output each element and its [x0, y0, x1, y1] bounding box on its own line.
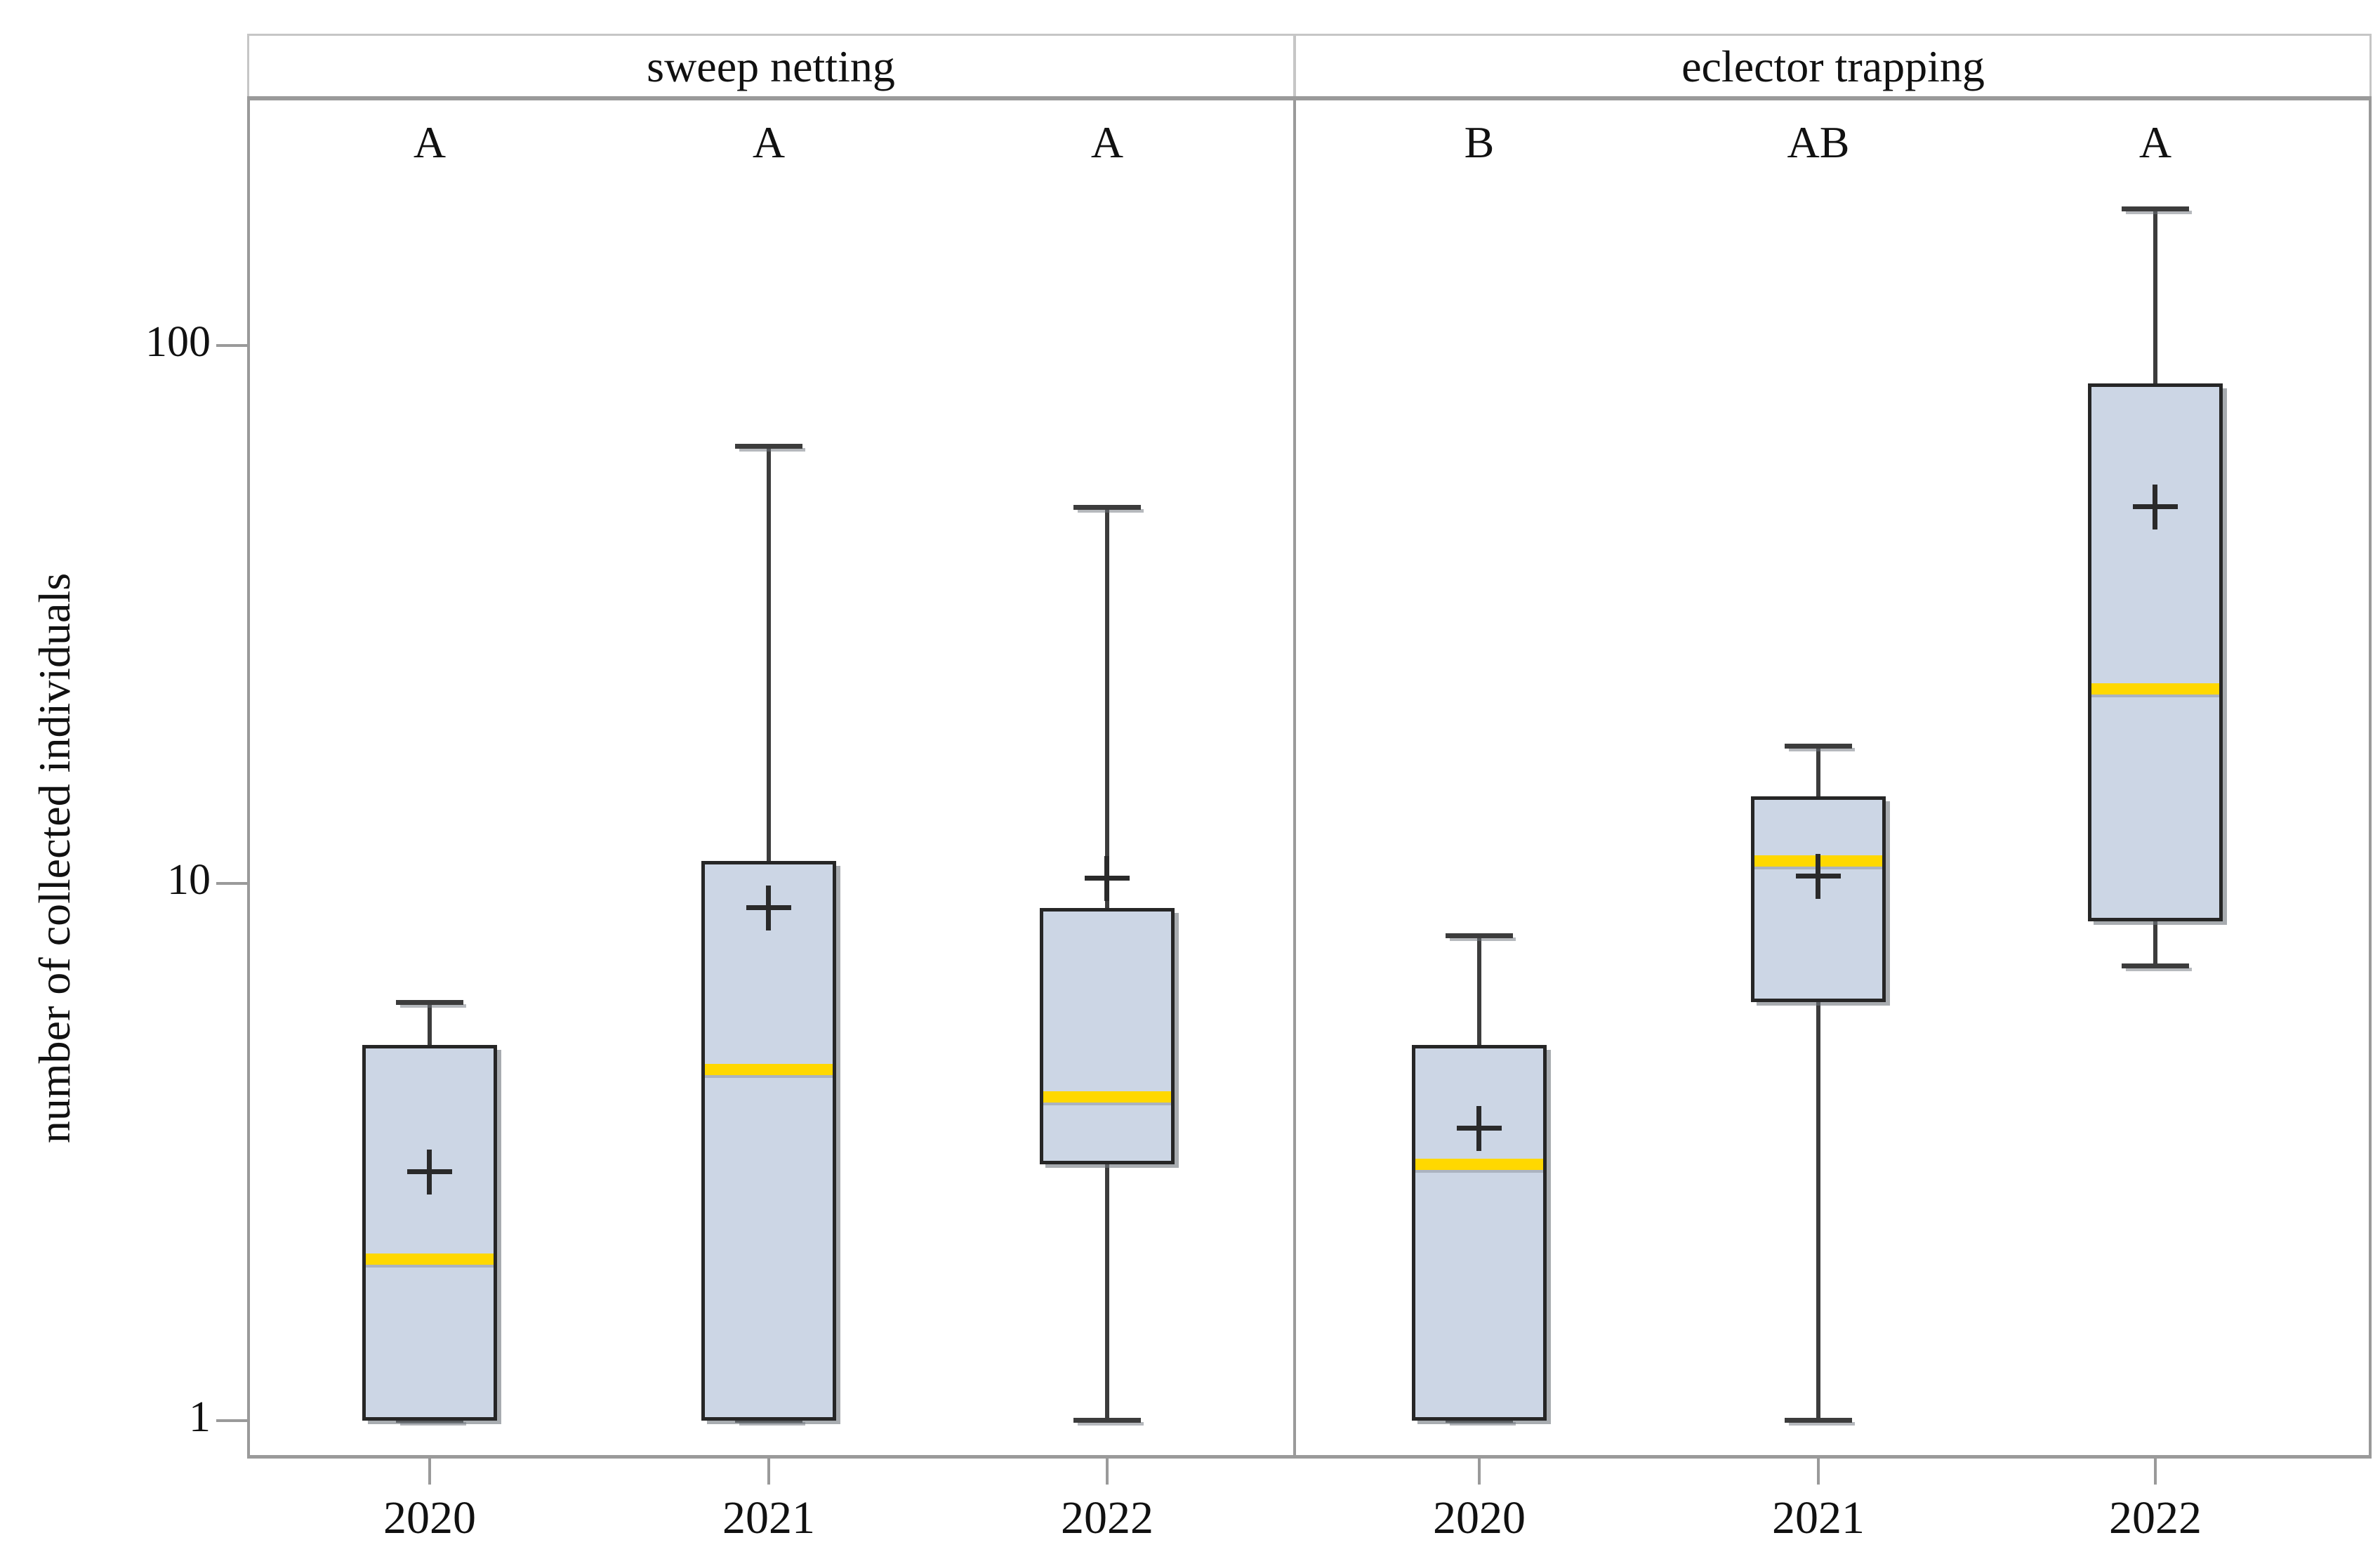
y-tick-mark — [216, 1419, 247, 1422]
mean-marker — [1104, 855, 1109, 901]
y-tick-mark — [216, 344, 247, 347]
panel-divider-header — [1293, 34, 1296, 100]
x-tick-mark — [2154, 1458, 2157, 1485]
x-axis-year-label: 2020 — [383, 1492, 476, 1544]
upper-whisker-cap — [1785, 744, 1852, 749]
upper-whisker-line — [2153, 208, 2157, 384]
x-axis-year-label: 2022 — [1061, 1492, 1153, 1544]
median-line — [366, 1253, 494, 1265]
significance-letter: AB — [1787, 117, 1850, 167]
upper-whisker-line — [428, 1002, 432, 1045]
iqr-box — [2088, 383, 2223, 921]
mean-marker — [1816, 853, 1820, 899]
y-tick-label: 100 — [145, 318, 211, 366]
x-axis-year-label: 2021 — [1772, 1492, 1865, 1544]
y-axis-title: number of collected individuals — [29, 572, 79, 1144]
lower-whisker-line — [1105, 1164, 1109, 1421]
upper-whisker-cap — [1446, 933, 1513, 938]
lower-whisker-cap — [1785, 1418, 1852, 1423]
upper-whisker-cap — [2122, 206, 2189, 211]
mean-marker — [427, 1150, 432, 1195]
plot-header-right-border — [2369, 34, 2372, 100]
upper-whisker-cap — [1073, 505, 1141, 511]
significance-letter: A — [1090, 117, 1124, 167]
header-bottom-border — [247, 96, 2372, 100]
plot-header-top-border — [247, 34, 2372, 36]
upper-whisker-line — [1477, 935, 1481, 1045]
iqr-box — [1412, 1044, 1547, 1421]
plot-right-border — [2369, 100, 2372, 1458]
iqr-box — [701, 860, 836, 1421]
median-line — [1415, 1158, 1543, 1170]
x-axis-year-label: 2020 — [1433, 1492, 1526, 1544]
y-tick-label: 1 — [189, 1393, 211, 1441]
y-tick-label: 10 — [167, 855, 211, 904]
upper-whisker-cap — [396, 1000, 463, 1006]
mean-marker — [766, 885, 771, 930]
x-tick-mark — [1817, 1458, 1820, 1485]
significance-letter: A — [413, 117, 447, 167]
y-tick-mark — [216, 881, 247, 885]
significance-letter: A — [752, 117, 786, 167]
mean-marker — [1476, 1105, 1481, 1151]
upper-whisker-cap — [735, 444, 802, 449]
median-line — [1043, 1091, 1171, 1103]
x-axis-year-label: 2022 — [2109, 1492, 2202, 1544]
significance-letter: A — [2138, 117, 2172, 167]
iqr-box — [1040, 907, 1175, 1164]
upper-whisker-line — [767, 446, 771, 861]
panel-header-sweep-netting: sweep netting — [647, 41, 895, 91]
upper-whisker-line — [1816, 746, 1820, 796]
lower-whisker-line — [2153, 921, 2157, 967]
median-line — [705, 1063, 833, 1075]
iqr-box — [1751, 796, 1886, 1003]
mean-marker — [2153, 485, 2157, 530]
x-axis-year-label: 2021 — [722, 1492, 815, 1544]
lower-whisker-line — [1816, 1002, 1820, 1421]
x-tick-mark — [1478, 1458, 1481, 1485]
x-tick-mark — [1106, 1458, 1109, 1485]
median-line — [2091, 683, 2219, 695]
significance-letter: B — [1464, 117, 1495, 167]
panel-header-eclector-trapping: eclector trapping — [1681, 41, 1985, 91]
plot-bottom-border — [247, 1455, 2372, 1459]
x-tick-mark — [767, 1458, 770, 1485]
plot-header-left-border — [247, 34, 249, 100]
lower-whisker-cap — [2122, 963, 2189, 969]
panel-divider — [1293, 100, 1296, 1458]
plot-left-border — [247, 100, 250, 1458]
lower-whisker-cap — [1073, 1418, 1141, 1423]
upper-whisker-line — [1105, 507, 1109, 908]
iqr-box — [362, 1044, 497, 1421]
x-tick-mark — [428, 1458, 431, 1485]
